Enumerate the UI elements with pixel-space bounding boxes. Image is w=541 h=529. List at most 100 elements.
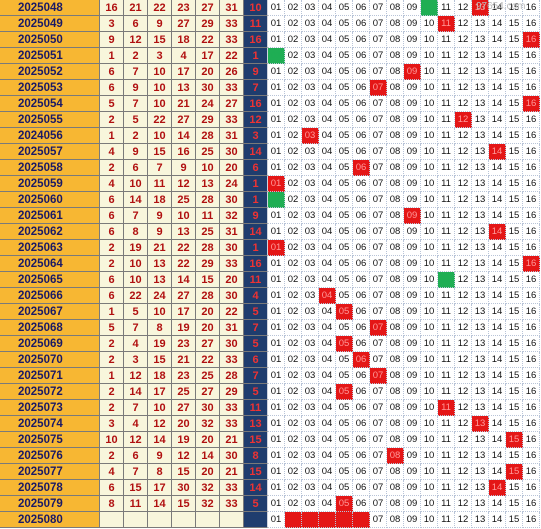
number-cell: 01 [268,496,285,512]
number-cell: 08 [387,144,404,160]
number-cell: 12 [455,48,472,64]
number-cell: 04 [319,240,336,256]
hit-marker: 14 [489,144,506,160]
red-ball-cell: 20 [196,304,220,320]
number-cell: 14 [489,400,506,416]
red-ball-cell: 9 [100,32,124,48]
number-cell: 09 [404,400,421,416]
number-cell: 08 [387,464,404,480]
number-cell: 08 [387,48,404,64]
red-ball-cell [124,512,148,528]
number-cell: 05 [336,416,353,432]
number-cell: 11 [438,496,455,512]
red-ball-cell: 17 [172,64,196,80]
table-row: 2025053 6 9 10 13 30 33 7 01 02 03 04 05 06 07 08 09 10 11… [0,80,541,96]
number-cell: 10 [421,256,438,272]
red-ball-cell: 21 [172,96,196,112]
number-cell: 15 [506,352,523,368]
table-row: 2025071 1 12 18 23 25 28 7 01 02 03 04 05 06 07 08 09 10 1… [0,368,541,384]
number-cell: 16 [523,416,540,432]
hit-marker: 05 [336,336,353,352]
number-cell: 06 [353,176,370,192]
red-ball-cell: 2 [100,352,124,368]
blue-ball-cell: 1 [244,48,268,64]
number-cell: 14 [489,0,506,16]
number-cell: 13 [472,144,489,160]
number-cell: 02 [285,448,302,464]
red-ball-cell: 5 [100,96,124,112]
number-cell: 09 [404,240,421,256]
number-cell: 12 [455,240,472,256]
number-cell: 03 [302,176,319,192]
red-ball-cell: 30 [220,144,244,160]
number-cell: 07 [370,496,387,512]
number-cell: 12 [455,384,472,400]
number-cell: 07 [370,240,387,256]
number-cell: 11 [438,0,455,16]
red-ball-cell: 8 [100,496,124,512]
number-cell: 02 [285,48,302,64]
number-cell: 01 [268,304,285,320]
red-ball-cell: 32 [196,496,220,512]
number-cell: 13 [472,352,489,368]
number-cell: 02 [285,288,302,304]
number-cell: 07 [370,416,387,432]
red-ball-cell: 1 [100,128,124,144]
red-ball-cell: 15 [172,496,196,512]
red-ball-cell: 30 [220,192,244,208]
hit-marker: 07 [370,80,387,96]
number-cell: 03 [302,480,319,496]
number-cell: 14 [489,432,506,448]
number-cell: 01 [268,464,285,480]
blue-ball-cell [244,512,268,528]
number-cell: 03 [302,144,319,160]
red-ball-cell: 10 [124,272,148,288]
red-ball-cell: 14 [148,432,172,448]
red-ball-cell: 9 [124,80,148,96]
number-cell: 06 [353,80,370,96]
period-cell: 2025074 [0,416,100,432]
red-ball-cell: 2 [100,400,124,416]
number-cell: 10 [421,64,438,80]
table-row: 2025061 6 7 9 10 11 32 9 01 02 03 04 05 06 07 08 09 10 11 1… [0,208,541,224]
blue-ball-cell: 14 [244,224,268,240]
number-cell: 16 [523,48,540,64]
number-cell: 02 [285,256,302,272]
number-cell: 08 [387,96,404,112]
number-cell: 07 [370,224,387,240]
number-cell: 16 [523,240,540,256]
period-cell: 2025050 [0,32,100,48]
number-cell: 06 [353,48,370,64]
number-cell: 16 [523,224,540,240]
number-cell: 15 [506,112,523,128]
number-cell: 01 [268,432,285,448]
number-cell: 14 [489,32,506,48]
number-cell: 16 [523,192,540,208]
number-cell: 14 [489,304,506,320]
number-cell: 08 [387,80,404,96]
red-ball-cell: 22 [196,32,220,48]
red-ball-cell: 16 [100,0,124,16]
number-cell: 16 [523,160,540,176]
red-ball-cell: 2 [100,112,124,128]
number-cell: 16 [523,320,540,336]
blue-ball-cell: 12 [244,112,268,128]
number-cell: 11 [438,112,455,128]
number-cell: 06 [353,16,370,32]
number-cell: 13 [472,80,489,96]
number-cell: 01 [268,368,285,384]
number-cell: 11 [438,352,455,368]
red-ball-cell: 7 [148,160,172,176]
number-cell: 01 [268,96,285,112]
number-cell: 03 [302,160,319,176]
number-cell: 09 [404,96,421,112]
red-ball-cell: 7 [124,208,148,224]
number-cell: 07 [370,48,387,64]
number-cell: 11 [438,256,455,272]
number-cell: 03 [302,240,319,256]
number-cell: 02 [285,464,302,480]
blue-ball-cell: 5 [244,496,268,512]
red-ball-cell: 31 [220,0,244,16]
number-cell: 08 [387,240,404,256]
number-cell: 01 [268,448,285,464]
